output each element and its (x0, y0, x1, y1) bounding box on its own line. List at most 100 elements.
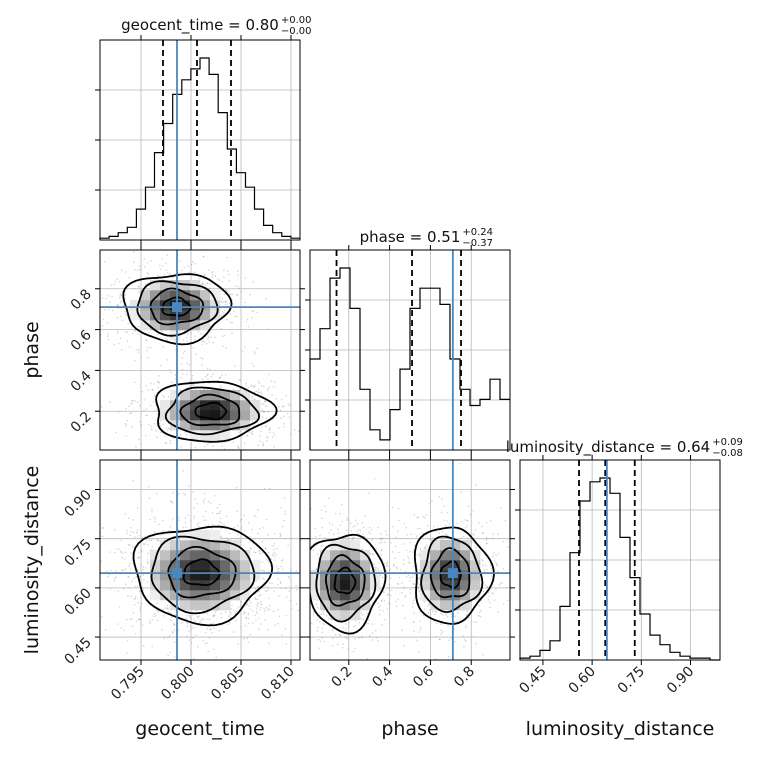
sample-point (101, 616, 103, 618)
density-cell (190, 290, 201, 301)
sample-point (173, 656, 176, 658)
sample-point (117, 590, 120, 592)
density-cell (230, 580, 241, 591)
sample-point (354, 524, 356, 527)
sample-point (129, 562, 131, 565)
sample-point (377, 590, 380, 592)
sample-point (445, 533, 447, 536)
sample-point (206, 367, 209, 370)
sample-point (385, 569, 388, 572)
sample-point (360, 612, 363, 615)
sample-point (148, 331, 150, 333)
sample-point (202, 519, 205, 521)
sample-point (190, 447, 193, 449)
sample-point (217, 278, 219, 280)
sample-point (387, 593, 389, 595)
sample-point (492, 537, 494, 539)
sample-point (487, 592, 490, 594)
sample-point (183, 350, 186, 352)
sample-point (341, 647, 344, 649)
sample-point (505, 587, 508, 589)
sample-point (412, 583, 415, 585)
sample-point (495, 554, 498, 556)
sample-point (139, 424, 142, 427)
sample-point (266, 328, 269, 330)
density-cell (420, 570, 431, 581)
sample-point (447, 625, 449, 627)
sample-point (414, 544, 416, 547)
sample-point (137, 269, 139, 272)
sample-point (234, 285, 237, 287)
sample-point (450, 637, 453, 639)
sample-point (181, 269, 183, 271)
sample-point (119, 337, 122, 340)
sample-point (209, 287, 212, 289)
density-cell (450, 590, 461, 601)
density-cell (180, 530, 191, 541)
density-cell (190, 540, 201, 551)
sample-point (252, 281, 255, 283)
sample-point (417, 516, 419, 518)
sample-point (411, 606, 414, 608)
sample-point (107, 295, 110, 297)
sample-point (236, 270, 239, 273)
density-cell (470, 560, 481, 571)
sample-point (207, 336, 210, 338)
sample-point (249, 633, 252, 636)
sample-point (369, 545, 372, 548)
sample-point (141, 624, 144, 627)
sample-point (101, 296, 104, 299)
sample-point (129, 534, 131, 536)
sample-point (225, 611, 227, 613)
sample-point (238, 379, 240, 381)
sample-point (216, 506, 219, 509)
sample-point (418, 631, 420, 633)
sample-point (255, 619, 257, 621)
sample-point (373, 478, 376, 480)
sample-point (364, 515, 366, 517)
density-cell (140, 310, 151, 321)
sample-point (143, 543, 146, 545)
sample-point (150, 259, 152, 262)
sample-point (377, 567, 379, 570)
sample-point (422, 515, 424, 518)
sample-point (341, 503, 343, 506)
sample-point (245, 617, 248, 619)
sample-point (261, 552, 264, 554)
sample-point (380, 538, 383, 541)
sample-point (251, 621, 254, 624)
density-cell (320, 570, 331, 581)
sample-point (428, 603, 431, 605)
density-cell (450, 550, 461, 561)
sample-point (473, 534, 475, 536)
sample-point (206, 628, 208, 630)
sample-point (143, 266, 146, 268)
sample-point (502, 540, 504, 543)
sample-point (152, 401, 155, 403)
density-cell (430, 580, 441, 591)
sample-point (254, 614, 256, 617)
sample-point (265, 518, 268, 521)
sample-point (402, 563, 405, 565)
sample-point (279, 582, 282, 584)
density-cell (350, 540, 361, 551)
sample-point (371, 623, 374, 625)
sample-point (268, 487, 271, 490)
density-cell (170, 290, 181, 301)
sample-point (163, 396, 165, 398)
sample-point (386, 607, 389, 610)
sample-point (209, 336, 212, 338)
density-cell (150, 560, 161, 571)
sample-point (145, 408, 148, 410)
sample-point (448, 522, 450, 524)
sample-point (247, 522, 250, 524)
sample-point (280, 507, 282, 509)
sample-point (381, 624, 383, 626)
sample-point (422, 600, 425, 602)
density-cell (210, 300, 221, 311)
sample-point (154, 518, 157, 520)
sample-point (287, 575, 290, 578)
density-cell (160, 580, 171, 591)
sample-point (125, 424, 128, 426)
sample-point (251, 528, 253, 531)
